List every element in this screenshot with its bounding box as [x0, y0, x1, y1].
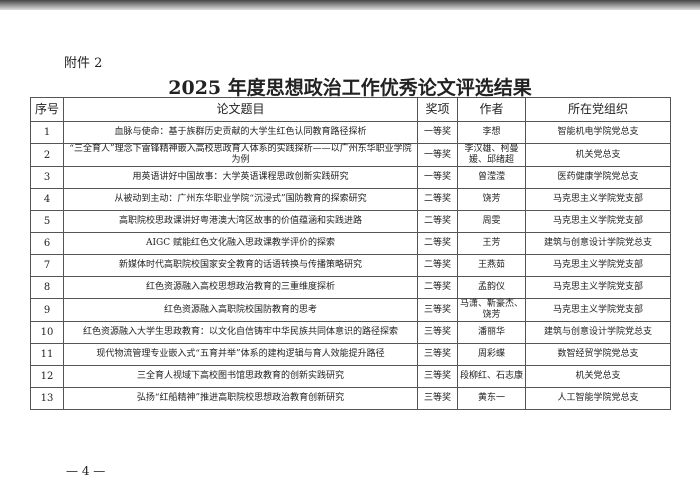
row-org: 建筑与创意设计学院党总支 [525, 232, 671, 255]
table-row: 6 AIGC 赋能红色文化融入思政课教学评价的探索 二等奖 王芳 建筑与创意设计学院党总… [30, 232, 671, 255]
table-row: 8 红色资源融入高校思想政治教育的三重维度探析 二等奖 孟韵仪 马克思主义学院党支部 [30, 276, 671, 299]
table-row: 1 血脉与使命：基于族群历史贡献的大学生红色认同教育路径探析 一等奖 李想 智能机电学院… [30, 121, 671, 144]
row-author: 周彩蝶 [457, 343, 526, 366]
row-title: 现代物流管理专业嵌入式“五育并举”体系的建构逻辑与育人效能提升路径 [63, 343, 418, 366]
row-org: 马克思主义学院党支部 [525, 276, 671, 299]
row-index: 7 [30, 254, 64, 277]
row-title: 从被动到主动：广州东华职业学院“沉浸式”国防教育的探索研究 [63, 188, 418, 211]
row-author: 王燕茹 [457, 254, 526, 277]
table-row: 12 三全育人视域下高校图书馆思政教育的创新实践研究 三等奖 段柳红、石志康 机关党总支 [30, 365, 671, 388]
row-org: 机关党总支 [525, 365, 671, 388]
row-award: 一等奖 [417, 166, 458, 189]
row-author: 王芳 [457, 232, 526, 255]
results-table: 序号 论文题目 奖项 作者 所在党组织 1 血脉与使命：基于族群历史贡献的大学生红… [30, 97, 671, 410]
row-index: 2 [30, 143, 64, 167]
row-award: 二等奖 [417, 210, 458, 233]
row-award: 二等奖 [417, 276, 458, 299]
row-title: 红色资源融入大学生思政教育：以文化自信铸牢中华民族共同体意识的路径探索 [63, 321, 418, 344]
table-row: 3 用英语讲好中国故事：大学英语课程思政创新实践研究 一等奖 曾滢滢 医药健康学院党总支 [30, 166, 671, 189]
row-org: 智能机电学院党总支 [525, 121, 671, 144]
header-award: 奖项 [417, 97, 458, 122]
row-org: 数智经贸学院党总支 [525, 343, 671, 366]
row-org: 马克思主义学院党支部 [525, 210, 671, 233]
row-title: “三全育人”理念下雷锋精神嵌入高校思政育人体系的实践探析——以广州东华职业学院为… [63, 143, 418, 167]
row-org: 马克思主义学院党支部 [525, 298, 671, 322]
row-title: 用英语讲好中国故事：大学英语课程思政创新实践研究 [63, 166, 418, 189]
row-author: 孟韵仪 [457, 276, 526, 299]
row-org: 马克思主义学院党支部 [525, 254, 671, 277]
row-title: 三全育人视域下高校图书馆思政教育的创新实践研究 [63, 365, 418, 388]
scan-edge [0, 0, 700, 10]
table-row: 2 “三全育人”理念下雷锋精神嵌入高校思政育人体系的实践探析——以广州东华职业学院… [30, 143, 671, 167]
row-award: 三等奖 [417, 343, 458, 366]
row-title: 新媒体时代高职院校国家安全教育的话语转换与传播策略研究 [63, 254, 418, 277]
row-org: 马克思主义学院党支部 [525, 188, 671, 211]
row-index: 5 [30, 210, 64, 233]
row-author: 潘丽华 [457, 321, 526, 344]
row-award: 二等奖 [417, 232, 458, 255]
row-org: 医药健康学院党总支 [525, 166, 671, 189]
row-index: 10 [30, 321, 64, 344]
row-index: 6 [30, 232, 64, 255]
row-author: 周雯 [457, 210, 526, 233]
table-row: 5 高职院校思政课讲好粤港澳大湾区故事的价值蕴涵和实践进路 二等奖 周雯 马克思主义学院… [30, 210, 671, 233]
row-author: 李汉雄、柯曼媛、邱绪超 [457, 143, 526, 167]
row-award: 三等奖 [417, 298, 458, 322]
document-title: 2025 年度思想政治工作优秀论文评选结果 [168, 77, 532, 99]
table-header: 序号 论文题目 奖项 作者 所在党组织 [30, 97, 671, 122]
row-award: 三等奖 [417, 365, 458, 388]
table-row: 4 从被动到主动：广州东华职业学院“沉浸式”国防教育的探索研究 二等奖 饶芳 马克思主义… [30, 188, 671, 211]
attachment-label: 附件 2 [64, 56, 103, 71]
table-row: 10 红色资源融入大学生思政教育：以文化自信铸牢中华民族共同体意识的路径探索 三等奖… [30, 321, 671, 344]
table-row: 11 现代物流管理专业嵌入式“五育并举”体系的建构逻辑与育人效能提升路径 三等奖 周彩… [30, 343, 671, 366]
row-org: 人工智能学院党总支 [525, 387, 671, 410]
row-author: 黄东一 [457, 387, 526, 410]
row-index: 13 [30, 387, 64, 410]
page-number: — 4 — [66, 464, 106, 478]
row-index: 8 [30, 276, 64, 299]
row-title: 血脉与使命：基于族群历史贡献的大学生红色认同教育路径探析 [63, 121, 418, 144]
row-title: 弘扬“红船精神”推进高职院校思想政治教育创新研究 [63, 387, 418, 410]
row-index: 1 [30, 121, 64, 144]
row-award: 三等奖 [417, 387, 458, 410]
row-award: 三等奖 [417, 321, 458, 344]
table-row: 7 新媒体时代高职院校国家安全教育的话语转换与传播策略研究 二等奖 王燕茹 马克思主义学… [30, 254, 671, 277]
row-author: 李想 [457, 121, 526, 144]
row-award: 一等奖 [417, 121, 458, 144]
row-org: 机关党总支 [525, 143, 671, 167]
row-award: 二等奖 [417, 188, 458, 211]
row-author: 曾滢滢 [457, 166, 526, 189]
header-org: 所在党组织 [525, 97, 671, 122]
row-index: 11 [30, 343, 64, 366]
row-title: AIGC 赋能红色文化融入思政课教学评价的探索 [63, 232, 418, 255]
row-title: 红色资源融入高校思想政治教育的三重维度探析 [63, 276, 418, 299]
row-award: 二等奖 [417, 254, 458, 277]
row-author: 段柳红、石志康 [457, 365, 526, 388]
row-award: 一等奖 [417, 143, 458, 167]
header-author: 作者 [457, 97, 526, 122]
table-row: 13 弘扬“红船精神”推进高职院校思想政治教育创新研究 三等奖 黄东一 人工智能学院党总… [30, 387, 671, 410]
row-index: 4 [30, 188, 64, 211]
header-title: 论文题目 [63, 97, 418, 122]
row-author: 马潇、靳豪杰、饶芳 [457, 298, 526, 322]
row-title: 红色资源融入高职院校国防教育的思考 [63, 298, 418, 322]
row-index: 12 [30, 365, 64, 388]
header-index: 序号 [30, 97, 64, 122]
row-title: 高职院校思政课讲好粤港澳大湾区故事的价值蕴涵和实践进路 [63, 210, 418, 233]
row-index: 9 [30, 298, 64, 322]
row-index: 3 [30, 166, 64, 189]
row-org: 建筑与创意设计学院党总支 [525, 321, 671, 344]
table-row: 9 红色资源融入高职院校国防教育的思考 三等奖 马潇、靳豪杰、饶芳 马克思主义学院党支部 [30, 298, 671, 322]
row-author: 饶芳 [457, 188, 526, 211]
